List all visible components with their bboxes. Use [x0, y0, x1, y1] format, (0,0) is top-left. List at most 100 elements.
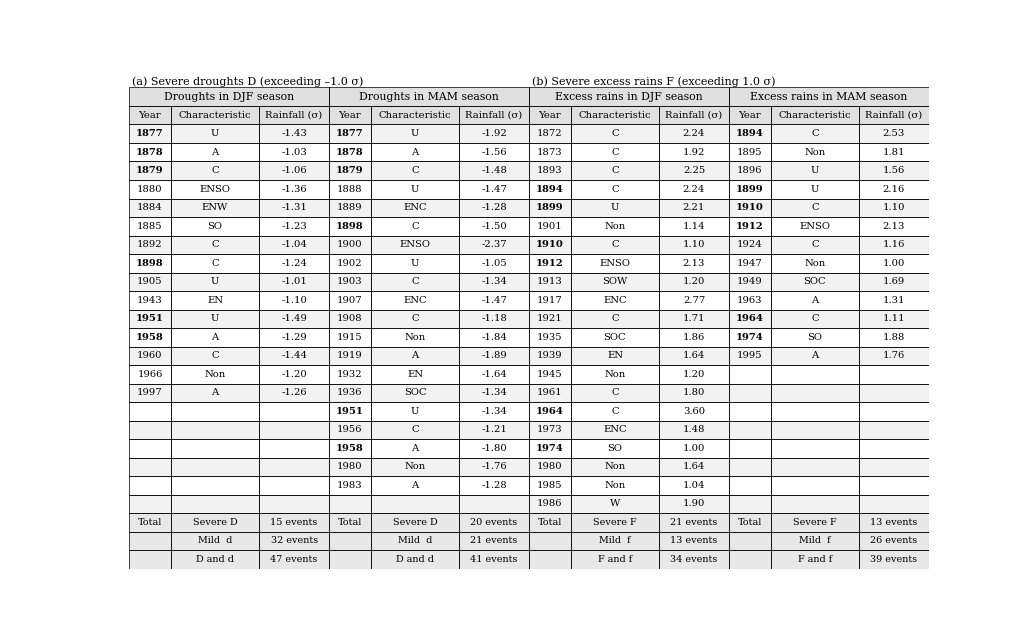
Bar	[259, 328, 329, 346]
Text: 1974: 1974	[736, 333, 764, 342]
Bar	[571, 328, 659, 346]
Bar	[529, 550, 571, 569]
Bar	[659, 162, 729, 180]
Bar	[459, 273, 529, 291]
Text: U: U	[411, 407, 419, 416]
Bar	[659, 254, 729, 273]
Bar	[171, 495, 259, 513]
Bar	[859, 273, 929, 291]
Bar	[329, 106, 370, 125]
Bar	[571, 550, 659, 569]
Bar	[729, 199, 771, 217]
Text: -1.49: -1.49	[281, 314, 307, 323]
Bar	[329, 143, 370, 162]
Bar	[171, 291, 259, 309]
Bar	[771, 420, 859, 439]
Bar	[771, 328, 859, 346]
Bar	[659, 273, 729, 291]
Text: Total: Total	[337, 518, 362, 527]
Bar	[171, 236, 259, 254]
Bar	[571, 402, 659, 420]
Bar	[659, 291, 729, 309]
Bar	[129, 328, 171, 346]
Bar	[129, 106, 171, 125]
Text: U: U	[211, 129, 219, 138]
Bar	[171, 476, 259, 495]
Text: C: C	[611, 389, 619, 397]
Bar	[171, 495, 259, 513]
Bar	[729, 143, 771, 162]
Text: Characteristic: Characteristic	[379, 111, 451, 119]
Text: 2.21: 2.21	[683, 203, 705, 212]
Bar	[729, 365, 771, 383]
Text: 34 events: 34 events	[671, 555, 717, 564]
Bar	[729, 217, 771, 236]
Bar	[729, 439, 771, 458]
Bar	[771, 402, 859, 420]
Bar	[571, 458, 659, 476]
Text: Non: Non	[405, 333, 425, 342]
Text: 1899: 1899	[736, 185, 764, 194]
Bar	[771, 236, 859, 254]
Text: C: C	[411, 277, 419, 286]
Bar	[370, 328, 459, 346]
Bar	[729, 550, 771, 569]
Text: 1951: 1951	[136, 314, 164, 323]
Bar	[459, 273, 529, 291]
Bar	[459, 346, 529, 365]
Text: 39 events: 39 events	[870, 555, 917, 564]
Text: Non: Non	[405, 463, 425, 472]
Text: -1.23: -1.23	[281, 222, 307, 231]
Bar	[859, 254, 929, 273]
Bar	[659, 106, 729, 125]
Bar	[571, 125, 659, 143]
Text: -1.28: -1.28	[481, 481, 507, 490]
Bar	[171, 254, 259, 273]
Bar	[459, 513, 529, 532]
Text: 1.92: 1.92	[683, 148, 705, 157]
Bar	[729, 125, 771, 143]
Bar	[171, 513, 259, 532]
Text: -1.29: -1.29	[281, 333, 307, 342]
Bar	[171, 346, 259, 365]
Bar	[659, 346, 729, 365]
Text: 1878: 1878	[136, 148, 164, 157]
Bar	[329, 273, 370, 291]
Bar	[859, 458, 929, 476]
Bar	[171, 550, 259, 569]
Text: Droughts in MAM season: Droughts in MAM season	[359, 92, 498, 102]
Bar	[729, 328, 771, 346]
Text: Excess rains in DJF season: Excess rains in DJF season	[555, 92, 703, 102]
Text: C: C	[811, 203, 818, 212]
Text: U: U	[211, 314, 219, 323]
Bar	[659, 513, 729, 532]
Bar	[529, 383, 571, 402]
Bar	[259, 162, 329, 180]
Text: Non: Non	[605, 463, 625, 472]
Text: 1945: 1945	[537, 370, 562, 379]
Text: 2.25: 2.25	[683, 166, 705, 175]
Bar	[859, 180, 929, 199]
Text: 1960: 1960	[137, 351, 163, 360]
Bar	[171, 125, 259, 143]
Bar	[459, 254, 529, 273]
Bar	[329, 383, 370, 402]
Bar	[459, 383, 529, 402]
Bar	[129, 328, 171, 346]
Bar	[659, 439, 729, 458]
Bar	[370, 439, 459, 458]
Text: Severe D: Severe D	[193, 518, 237, 527]
Text: 1958: 1958	[136, 333, 164, 342]
Text: ENSO: ENSO	[399, 240, 430, 249]
Bar	[129, 106, 171, 125]
Bar	[171, 513, 259, 532]
Bar	[529, 402, 571, 420]
Bar	[859, 439, 929, 458]
Bar	[370, 476, 459, 495]
Bar	[571, 365, 659, 383]
Text: 1.90: 1.90	[683, 500, 705, 509]
Text: 1900: 1900	[337, 240, 362, 249]
Bar	[571, 532, 659, 550]
Bar	[659, 402, 729, 420]
Bar	[729, 199, 771, 217]
